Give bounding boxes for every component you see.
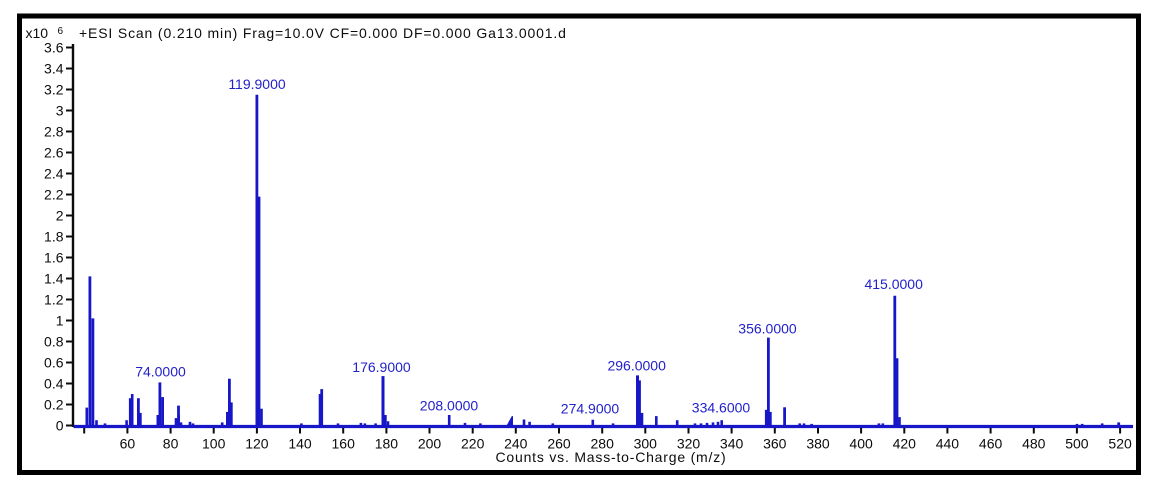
svg-text:280: 280 (591, 436, 615, 452)
svg-text:480: 480 (1022, 436, 1046, 452)
svg-text:Counts vs. Mass-to-Charge (m/z: Counts vs. Mass-to-Charge (m/z) (496, 449, 727, 465)
svg-text:74.0000: 74.0000 (135, 364, 186, 380)
svg-text:440: 440 (936, 436, 960, 452)
svg-text:160: 160 (332, 436, 356, 452)
svg-text:400: 400 (849, 436, 873, 452)
svg-text:100: 100 (202, 436, 226, 452)
svg-text:420: 420 (893, 436, 917, 452)
svg-text:119.9000: 119.9000 (228, 76, 286, 92)
svg-text:180: 180 (375, 436, 399, 452)
svg-text:220: 220 (461, 436, 485, 452)
svg-text:1.2: 1.2 (44, 292, 64, 308)
svg-text:2.8: 2.8 (44, 124, 64, 140)
svg-text:500: 500 (1065, 436, 1089, 452)
svg-text:1: 1 (56, 313, 64, 329)
svg-text:3.4: 3.4 (44, 61, 64, 77)
svg-text:0: 0 (56, 418, 64, 434)
svg-text:274.9000: 274.9000 (561, 401, 620, 417)
svg-text:+ESI Scan (0.210 min) Frag=10.: +ESI Scan (0.210 min) Frag=10.0V CF=0.00… (79, 25, 567, 41)
svg-text:320: 320 (677, 436, 701, 452)
svg-text:415.0000: 415.0000 (864, 276, 923, 292)
svg-text:340: 340 (720, 436, 744, 452)
svg-text:300: 300 (634, 436, 658, 452)
svg-text:2.4: 2.4 (44, 166, 64, 182)
svg-text:260: 260 (547, 436, 571, 452)
svg-text:120: 120 (245, 436, 269, 452)
svg-text:0.8: 0.8 (44, 334, 64, 350)
svg-text:0.6: 0.6 (44, 355, 64, 371)
svg-text:2.2: 2.2 (44, 187, 64, 203)
svg-text:6: 6 (58, 26, 64, 37)
svg-text:3.6: 3.6 (44, 40, 64, 56)
svg-text:520: 520 (1108, 436, 1132, 452)
svg-text:1.4: 1.4 (44, 271, 64, 287)
svg-text:2: 2 (56, 208, 64, 224)
svg-text:80: 80 (163, 436, 179, 452)
svg-text:2.6: 2.6 (44, 145, 64, 161)
svg-text:0.4: 0.4 (44, 376, 64, 392)
svg-text:176.9000: 176.9000 (352, 359, 411, 375)
svg-text:380: 380 (806, 436, 830, 452)
svg-text:0.2: 0.2 (44, 397, 64, 413)
svg-text:60: 60 (120, 436, 136, 452)
svg-text:200: 200 (418, 436, 442, 452)
svg-text:296.0000: 296.0000 (607, 358, 666, 374)
svg-text:208.0000: 208.0000 (420, 398, 479, 414)
svg-text:240: 240 (504, 436, 528, 452)
svg-text:360: 360 (763, 436, 787, 452)
svg-text:1.8: 1.8 (44, 229, 64, 245)
svg-text:1.6: 1.6 (44, 250, 64, 266)
svg-text:460: 460 (979, 436, 1003, 452)
svg-text:3: 3 (56, 103, 64, 119)
svg-text:334.6000: 334.6000 (692, 400, 751, 416)
svg-text:140: 140 (288, 436, 312, 452)
svg-text:3.2: 3.2 (44, 82, 64, 98)
svg-text:x10: x10 (26, 25, 49, 41)
svg-text:356.0000: 356.0000 (738, 321, 797, 337)
